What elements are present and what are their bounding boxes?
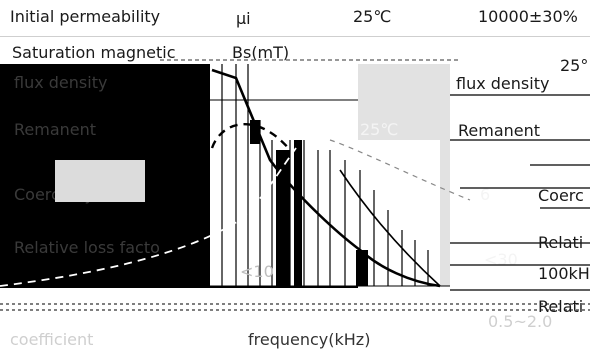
right-label-frequency: 100kH — [538, 264, 590, 284]
row-6-name-line2: coefficient — [10, 330, 93, 350]
right-label-remanent: Remanent — [458, 121, 540, 141]
row-5-value2: <10 — [240, 262, 274, 282]
axis-band — [0, 304, 590, 310]
x-axis-title: frequency(kHz) — [248, 330, 370, 350]
right-label-relative-1: Relati — [538, 233, 583, 253]
right-label-condition: 25° — [560, 56, 588, 76]
row-6-range: 0.5~2.0 — [488, 312, 552, 332]
right-label-coercivity: Coerc — [538, 186, 584, 206]
right-label-flux-density: flux density — [456, 74, 549, 94]
